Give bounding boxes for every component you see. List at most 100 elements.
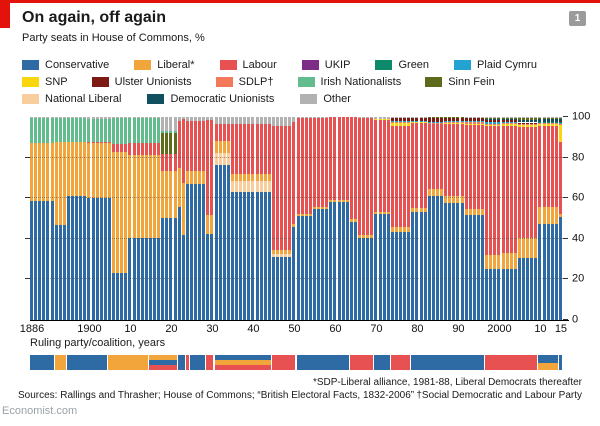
- bar-segment-labour: [394, 125, 398, 228]
- bar-segment-liberal: [435, 188, 439, 196]
- stacked-bar-1896: [71, 117, 75, 320]
- bar-segment-ulster_unionists: [497, 119, 501, 123]
- bar-segment-liberal: [554, 206, 558, 225]
- bar-segment-conservative: [534, 257, 538, 320]
- x-tick-label-50: 50: [288, 323, 301, 335]
- stacked-bar-1935: [230, 117, 234, 320]
- bar-segment-plaid_cymru: [493, 122, 497, 124]
- bar-segment-labour: [230, 123, 234, 175]
- bar-segment-democratic_unionists: [476, 117, 480, 119]
- bar-segment-liberal: [181, 182, 185, 235]
- bar-segment-sdlp: [546, 123, 550, 125]
- y-tick-right: [563, 319, 568, 320]
- bar-segment-conservative: [358, 238, 362, 320]
- y-tick-label: 100: [572, 110, 591, 123]
- stacked-bar-1968: [366, 117, 370, 320]
- legend-row-2: SNP Ulster Unionists SDLP† Irish Nationalis…: [22, 73, 578, 90]
- bar-segment-labour: [226, 123, 230, 142]
- stacked-bar-1978: [407, 117, 411, 320]
- bar-segment-conservative: [407, 231, 411, 320]
- bar-segment-labour: [235, 123, 239, 175]
- bar-segment-liberal: [550, 206, 554, 225]
- bar-segment-conservative: [280, 257, 284, 320]
- bar-segment-liberal: [165, 170, 169, 218]
- bar-segment-ulster_unionists: [472, 118, 476, 122]
- bar-segment-labour: [95, 142, 99, 143]
- bar-segment-liberal: [419, 208, 423, 212]
- bar-segment-labour: [481, 124, 485, 209]
- stacked-bar-1999: [493, 117, 497, 320]
- bar-segment-liberal: [83, 141, 87, 196]
- bar-segment-conservative: [292, 226, 296, 320]
- y-tick-label: 20: [572, 272, 585, 285]
- ruling-segment-1997: [485, 355, 538, 370]
- stacked-bar-1971: [378, 117, 382, 320]
- bar-segment-liberal: [427, 188, 431, 196]
- bar-segment-conservative: [300, 215, 304, 320]
- bar-segment-other: [497, 117, 501, 119]
- stacked-bar-1972: [382, 117, 386, 320]
- bar-segment-other: [120, 117, 124, 119]
- bar-segment-conservative: [83, 195, 87, 320]
- bar-segment-conservative: [120, 272, 124, 320]
- bar-segment-snp: [468, 123, 472, 125]
- bar-segment-conservative: [144, 237, 148, 320]
- bar-segment-liberal: [325, 207, 329, 210]
- bar-segment-liberal: [54, 142, 58, 225]
- bar-segment-other: [226, 117, 230, 124]
- economist-red-tab: [0, 0, 10, 28]
- legend-label: Irish Nationalists: [320, 75, 402, 88]
- bar-segment-liberal: [99, 142, 103, 199]
- bar-segment-democratic_unionists: [464, 117, 468, 119]
- bar-segment-conservative: [456, 202, 460, 320]
- x-tick-label-40: 40: [247, 323, 260, 335]
- bar-segment-liberal: [440, 188, 444, 196]
- bar-segment-plaid_cymru: [472, 121, 476, 123]
- bar-segment-other: [288, 117, 292, 126]
- bar-segment-conservative: [235, 192, 239, 320]
- legend-item-sdlp: SDLP†: [215, 76, 274, 88]
- bar-segment-ulster_unionists: [435, 118, 439, 122]
- bar-segment-labour: [534, 126, 538, 239]
- bar-segment-liberal: [79, 141, 83, 196]
- bar-segment-ulster_unionists: [390, 117, 394, 121]
- bar-segment-liberal: [58, 142, 62, 225]
- bar-segment-liberal: [271, 250, 275, 255]
- x-axis: 1886 1900 10 20 30 40 50 60 70 80 90 2000 10 15: [20, 323, 567, 336]
- bar-segment-conservative: [177, 206, 181, 320]
- stacked-bar-1908: [120, 117, 124, 320]
- stacked-bar-1918: [161, 117, 165, 320]
- bar-segment-labour: [210, 119, 214, 215]
- stacked-bar-1913: [140, 117, 144, 320]
- bar-segment-irish_nationalists: [91, 118, 95, 143]
- x-tick-label-30: 30: [206, 323, 219, 335]
- bar-segment-labour: [493, 126, 497, 256]
- bar-segment-other: [202, 117, 206, 121]
- legend-row-1: Conservative Liberal* Labour UKIP Green Plaid…: [22, 56, 578, 73]
- bar-segment-liberal: [263, 174, 267, 182]
- bar-segment-plaid_cymru: [526, 122, 530, 124]
- stacked-bar-1911: [132, 117, 136, 320]
- bar-segment-conservative: [546, 224, 550, 320]
- bar-segment-irish_nationalists: [46, 117, 50, 143]
- bar-segment-ulster_unionists: [415, 118, 419, 121]
- bar-segment-labour: [177, 121, 181, 169]
- bar-segment-conservative: [370, 238, 374, 320]
- bar-segment-labour: [107, 142, 111, 143]
- bar-segment-snp: [538, 124, 542, 126]
- ruling-segment-1922: [177, 355, 185, 370]
- bar-segment-labour: [263, 123, 267, 175]
- bar-segment-labour: [337, 117, 341, 201]
- bar-segment-plaid_cymru: [522, 122, 526, 124]
- bar-segment-conservative: [267, 192, 271, 320]
- bar-segment-liberal: [267, 174, 271, 182]
- bar-segment-ulster_unionists: [427, 118, 431, 122]
- bar-segment-other: [317, 117, 321, 118]
- bar-segment-labour: [103, 142, 107, 143]
- bar-segment-conservative: [333, 202, 337, 320]
- bar-segment-conservative: [288, 257, 292, 320]
- stacked-bar-1933: [222, 117, 226, 320]
- stacked-bar-1927: [198, 117, 202, 320]
- bar-segment-labour: [189, 120, 193, 171]
- bar-segment-conservative: [542, 224, 546, 320]
